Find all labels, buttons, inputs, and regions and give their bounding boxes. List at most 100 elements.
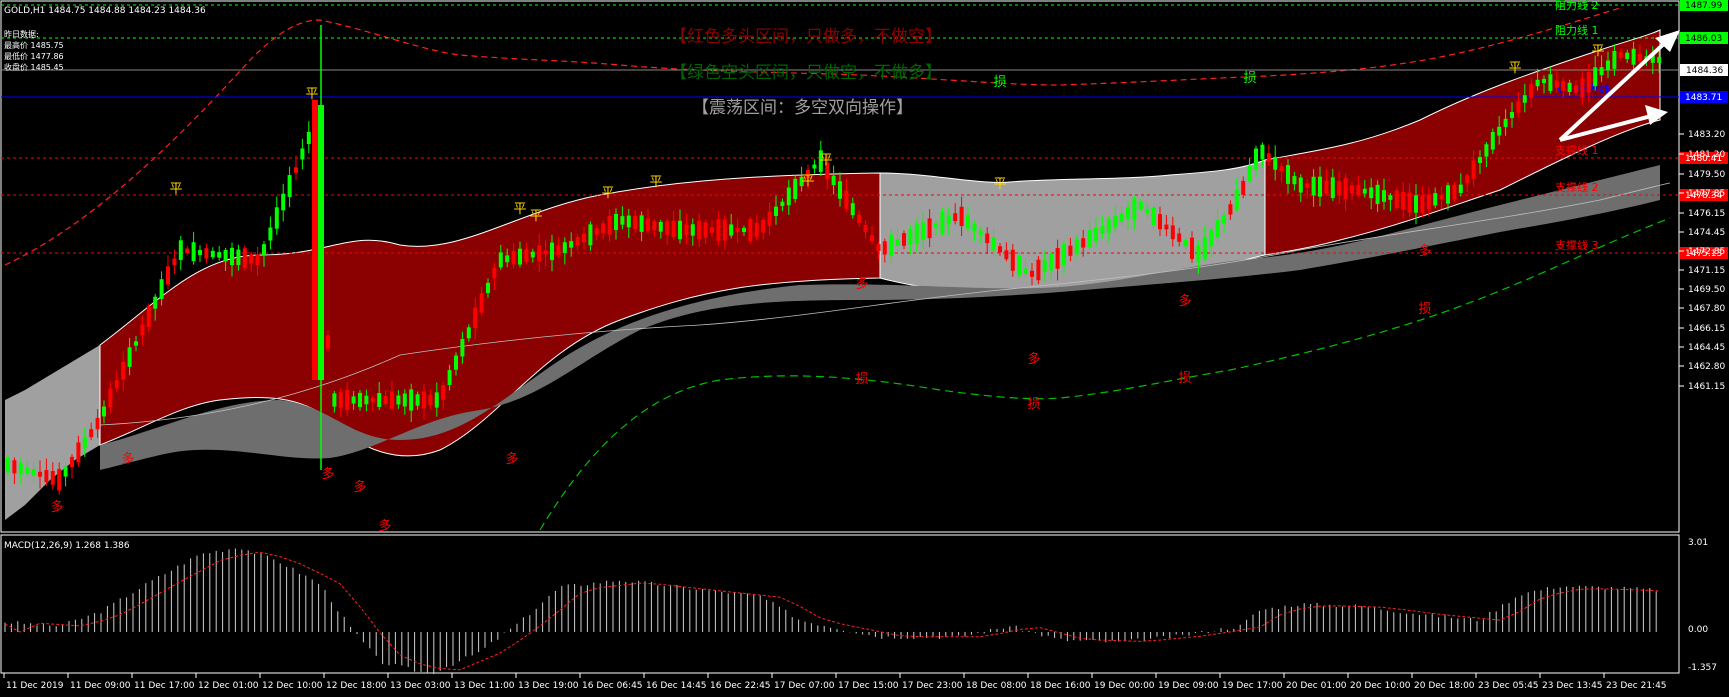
candle-body — [95, 417, 100, 430]
candle-body — [991, 237, 996, 251]
candle-body — [921, 222, 926, 240]
macd-axis-label: 0.00 — [1688, 625, 1708, 635]
price-tick-label: 1474.45 — [1688, 228, 1725, 238]
candle-body — [838, 181, 842, 199]
candle-body — [82, 437, 87, 449]
candle-body — [620, 216, 625, 225]
candle-body — [1318, 176, 1322, 197]
price-tick-label: 1483.20 — [1688, 130, 1725, 140]
marker-long: 多 — [121, 451, 134, 467]
time-tick-label: 16 Dec 06:45 — [582, 681, 643, 691]
candle-body — [729, 224, 734, 236]
candle-body — [882, 241, 887, 255]
candle-body — [1401, 191, 1406, 210]
candle-body — [1062, 244, 1066, 265]
candle-body — [812, 164, 817, 169]
macd-axis-label: 3.01 — [1688, 538, 1708, 548]
candle-body — [831, 175, 836, 186]
time-tick-label: 16 Dec 14:45 — [646, 681, 707, 691]
candle-body — [396, 395, 401, 405]
candle-body — [1516, 101, 1521, 113]
time-tick-label: 19 Dec 00:00 — [1094, 681, 1155, 691]
marker-flat: 平 — [513, 202, 526, 217]
price-tick-label: 1479.50 — [1688, 170, 1725, 180]
time-tick-label: 23 Dec 21:45 — [1606, 681, 1667, 691]
candle-body — [63, 466, 68, 477]
candle-body — [274, 207, 279, 229]
candle-body — [582, 233, 586, 243]
candle-body — [1343, 178, 1348, 200]
candle-body — [767, 211, 772, 226]
candle-body — [422, 391, 426, 409]
candle-body — [626, 215, 631, 228]
candle-body — [1503, 118, 1508, 128]
level-tag-text: 1483.71 — [1685, 93, 1722, 103]
level-tag — [1680, 189, 1728, 201]
candle-body — [25, 467, 30, 474]
marker-flat: 平 — [993, 177, 1006, 192]
time-tick-label: 17 Dec 07:00 — [774, 681, 835, 691]
candle-body — [1497, 126, 1502, 136]
note-range: 【震荡区间：多空双向操作】 — [692, 98, 913, 118]
macd-axis: 3.01 0.00 -1.357 — [1688, 538, 1717, 673]
candle-body — [1298, 177, 1303, 193]
candle-body — [889, 234, 894, 256]
candle-body — [1132, 198, 1137, 220]
candle-body — [1286, 165, 1290, 184]
candle-body — [1324, 180, 1329, 194]
candle-body — [1657, 56, 1662, 63]
time-tick-label: 13 Dec 03:00 — [390, 681, 451, 691]
marker-long: 多 — [505, 451, 518, 467]
candle-body — [1375, 184, 1380, 204]
price-tick-label: 1467.80 — [1688, 304, 1725, 314]
marker-flat: 平 — [1508, 61, 1521, 76]
price-axis: 1483.20 1481.20 1479.50 1477.85 1476.15 1474.… — [1679, 64, 1728, 392]
candle-body — [953, 213, 958, 222]
candle-body — [1535, 79, 1540, 87]
candle-body — [498, 252, 503, 268]
candle-body — [607, 215, 612, 235]
candle-body — [1433, 193, 1438, 206]
candle-body — [1522, 95, 1527, 103]
candle-body — [338, 392, 343, 408]
time-tick-label: 11 Dec 09:00 — [70, 681, 131, 691]
prev-low: 最低价 1477.86 — [4, 51, 64, 61]
marker-flat: 平 — [819, 153, 832, 168]
level-label: 阻力线 1 — [1555, 23, 1599, 37]
time-tick-label: 16 Dec 22:45 — [710, 681, 771, 691]
candle-body — [402, 393, 407, 407]
candle-body — [658, 221, 663, 232]
candle-body — [364, 395, 369, 405]
candle-body — [511, 251, 516, 265]
candle-body — [1452, 184, 1457, 200]
price-tick-label: 1476.15 — [1688, 209, 1725, 219]
candle-body — [262, 244, 266, 256]
candle-body — [358, 392, 362, 408]
candle-body — [1228, 204, 1233, 215]
level-label: 支撑线 1 — [1555, 143, 1599, 157]
candle-body — [1599, 67, 1604, 76]
candle-body — [1542, 78, 1546, 84]
candle-body — [1561, 80, 1566, 91]
candle-body — [524, 249, 529, 262]
candle-body — [447, 370, 452, 386]
price-tick-label: 1462.80 — [1688, 362, 1725, 372]
candle-body — [1126, 207, 1130, 219]
time-axis: 11 Dec 2019 11 Dec 09:00 11 Dec 17:00 12 De… — [3, 673, 1667, 691]
candle-body — [1330, 177, 1335, 199]
candle-body — [1241, 180, 1246, 195]
candle-body — [255, 254, 260, 266]
lower-band-line — [539, 217, 1671, 531]
candle-body — [345, 389, 350, 411]
marker-flat: 平 — [169, 182, 182, 197]
candle-body — [1151, 207, 1156, 226]
candle-body — [1023, 268, 1028, 274]
candle-body — [966, 215, 970, 229]
candle-body — [121, 361, 126, 380]
candle-body — [902, 233, 906, 246]
candle-body — [716, 219, 721, 241]
candle-body — [786, 187, 791, 206]
candle-body — [492, 267, 497, 279]
